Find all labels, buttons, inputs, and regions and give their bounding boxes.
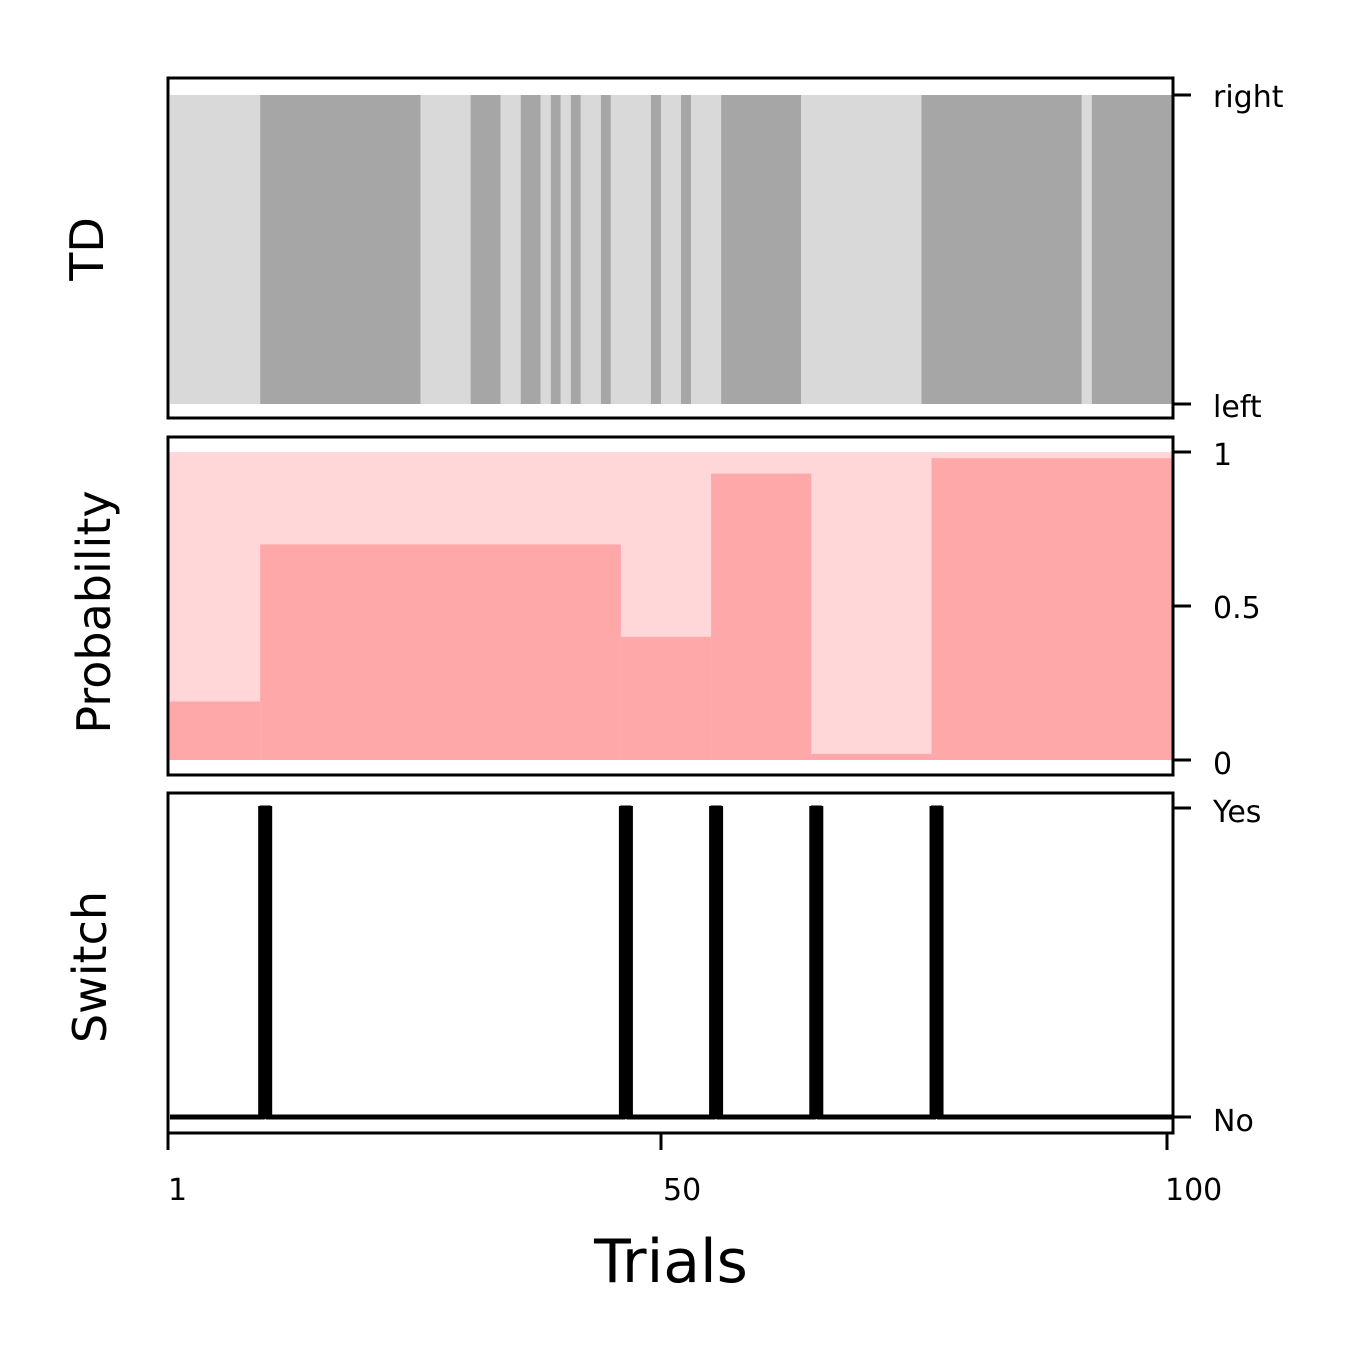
td-panel: right left TD bbox=[60, 76, 1284, 425]
probability-step bbox=[711, 473, 812, 760]
td-segment-left bbox=[540, 95, 551, 404]
td-segment-right bbox=[650, 95, 661, 404]
probability-step bbox=[620, 636, 712, 760]
switch-spike bbox=[929, 806, 944, 1119]
td-segment-left bbox=[1081, 95, 1092, 404]
switch-frame bbox=[166, 791, 1175, 1135]
switch-panel: Yes No Switch 1 50 100 Trials bbox=[63, 791, 1261, 1297]
switch-spike bbox=[618, 806, 633, 1119]
switch-spike bbox=[709, 806, 724, 1119]
probability-step bbox=[931, 458, 1172, 760]
x-axis-label: Trials bbox=[593, 1227, 748, 1297]
prob-ytick-label-0-5: 0.5 bbox=[1213, 591, 1261, 626]
switch-ytick-label-yes: Yes bbox=[1212, 795, 1261, 830]
td-segment-right bbox=[721, 95, 802, 404]
probability-panel: 1 0.5 0 Probability bbox=[67, 435, 1261, 782]
td-segment-right bbox=[470, 95, 501, 404]
xtick-label-50: 50 bbox=[663, 1173, 701, 1208]
td-segment-left bbox=[170, 95, 261, 404]
td-ytick-label-right: right bbox=[1213, 80, 1284, 115]
probability-step bbox=[260, 544, 621, 760]
td-segment-left bbox=[660, 95, 682, 404]
probability-step bbox=[811, 753, 932, 760]
td-bars bbox=[170, 95, 1172, 404]
switch-spikes bbox=[258, 806, 944, 1119]
td-segment-left bbox=[420, 95, 471, 404]
xtick-label-100: 100 bbox=[1165, 1173, 1222, 1208]
td-segment-left bbox=[610, 95, 651, 404]
probability-bars bbox=[170, 458, 1172, 760]
probability-step bbox=[170, 701, 261, 760]
td-segment-right bbox=[520, 95, 541, 404]
td-segment-right bbox=[681, 95, 692, 404]
switch-spike bbox=[258, 806, 273, 1119]
prob-ytick-label-0: 0 bbox=[1213, 747, 1232, 782]
switch-spike bbox=[809, 806, 824, 1119]
td-ytick-label-left: left bbox=[1213, 390, 1262, 425]
td-segment-right bbox=[550, 95, 561, 404]
td-ylabel: TD bbox=[60, 217, 114, 282]
switch-ylabel: Switch bbox=[63, 891, 117, 1043]
switch-ytick-label-no: No bbox=[1213, 1104, 1254, 1139]
td-segment-left bbox=[691, 95, 722, 404]
td-segment-left bbox=[580, 95, 601, 404]
td-segment-left bbox=[801, 95, 922, 404]
td-segment-right bbox=[260, 95, 421, 404]
probability-ylabel: Probability bbox=[67, 490, 121, 733]
xtick-label-1: 1 bbox=[168, 1173, 187, 1208]
prob-ytick-label-1: 1 bbox=[1213, 438, 1232, 473]
td-frame bbox=[166, 76, 1175, 420]
td-segment-left bbox=[560, 95, 571, 404]
td-segment-right bbox=[570, 95, 581, 404]
switch-line bbox=[170, 805, 1172, 1120]
td-segment-right bbox=[600, 95, 611, 404]
td-segment-left bbox=[500, 95, 521, 404]
td-segment-right bbox=[1091, 95, 1172, 404]
td-segment-right bbox=[921, 95, 1082, 404]
